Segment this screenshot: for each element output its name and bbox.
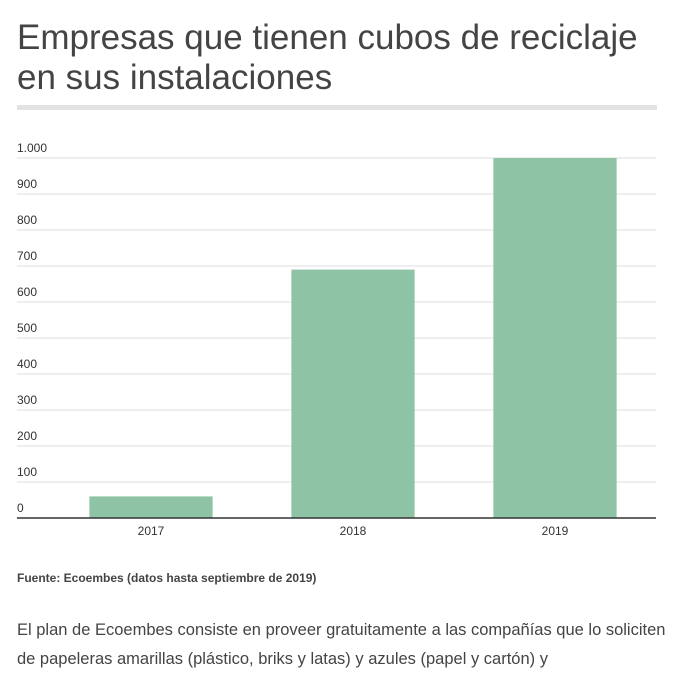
y-tick-label: 700 (17, 249, 37, 263)
x-tick-label: 2019 (542, 524, 569, 538)
y-tick-label: 300 (17, 393, 37, 407)
chart: 0 100 200 300 400 500 600 700 800 900 1.000 2017 201… (17, 141, 656, 538)
x-tick-label: 2017 (138, 524, 165, 538)
y-tick-label: 800 (17, 213, 37, 227)
y-tick-label: 200 (17, 429, 37, 443)
chart-title: Empresas que tienen cubos de reciclaje e… (17, 18, 638, 97)
title-rule (17, 105, 657, 110)
source-note: Fuente: Ecoembes (datos hasta septiembre… (17, 571, 317, 585)
y-tick-label: 100 (17, 465, 37, 479)
y-tick-label: 1.000 (17, 141, 47, 155)
y-tick-label: 0 (17, 501, 24, 515)
body-paragraph: El plan de Ecoembes consiste en proveer … (17, 621, 666, 668)
y-tick-label: 900 (17, 177, 37, 191)
bar (291, 269, 415, 518)
y-tick-label: 600 (17, 285, 37, 299)
bar (493, 158, 617, 518)
bar (89, 496, 213, 518)
y-tick-label: 400 (17, 357, 37, 371)
y-tick-label: 500 (17, 321, 37, 335)
x-tick-label: 2018 (340, 524, 367, 538)
